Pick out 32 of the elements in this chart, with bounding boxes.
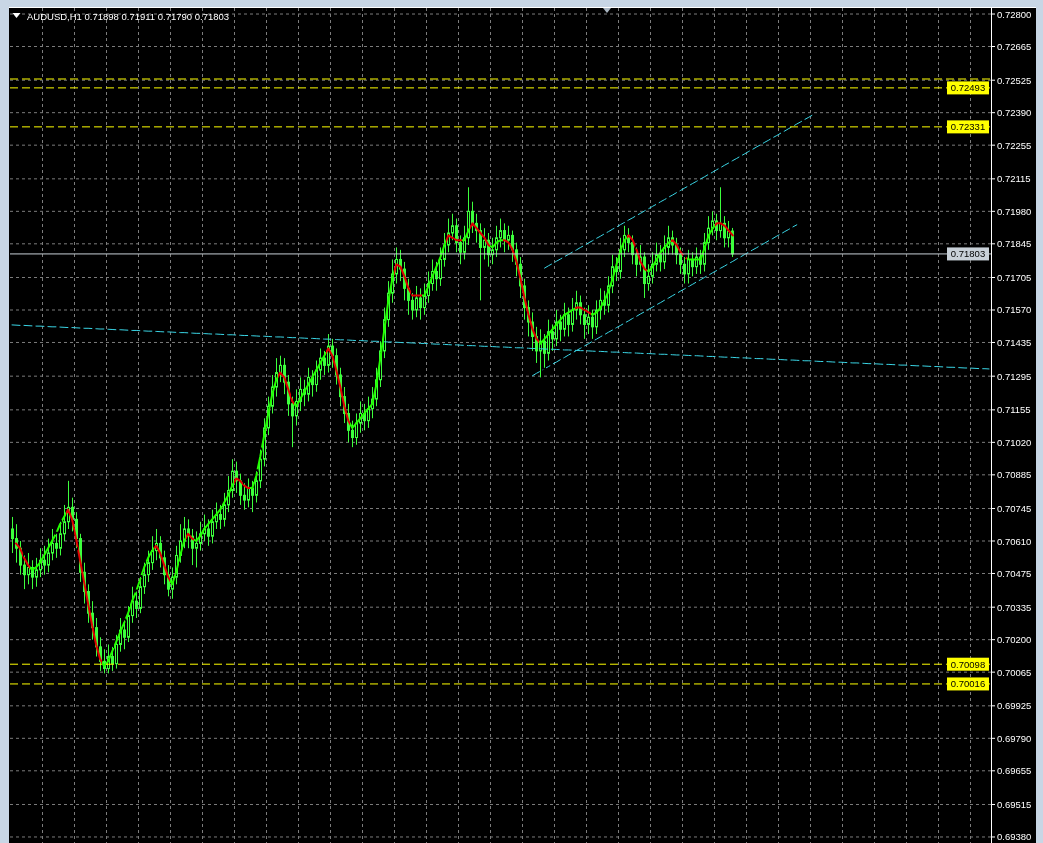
y-tick-label: 0.71570 (997, 304, 1032, 316)
ref-line-label: 0.72331 (950, 121, 986, 133)
y-tick-label: 0.72525 (997, 74, 1032, 86)
ref-line-label: 0.70016 (950, 678, 986, 690)
y-tick-label: 0.70335 (997, 601, 1032, 613)
y-tick-label: 0.70200 (997, 634, 1032, 646)
y-tick-label: 0.71155 (997, 404, 1031, 416)
ref-line-label: 0.72493 (950, 82, 986, 94)
y-tick-label: 0.71705 (997, 272, 1032, 284)
y-tick-label: 0.69515 (997, 799, 1032, 810)
y-tick-label: 0.70065 (997, 666, 1032, 678)
y-tick-label: 0.72665 (997, 41, 1032, 52)
y-tick-label: 0.71020 (997, 436, 1032, 448)
chart-title: AUDUSD,H1 0.71898 0.71911 0.71790 0.71803 (27, 10, 230, 22)
y-tick-label: 0.71980 (997, 205, 1032, 217)
y-tick-label: 0.70885 (997, 469, 1032, 481)
y-tick-label: 0.72800 (997, 8, 1032, 20)
y-tick-label: 0.69925 (997, 700, 1032, 712)
y-tick-label: 0.70475 (997, 567, 1032, 579)
y-tick-label: 0.71435 (997, 336, 1032, 348)
y-tick-label: 0.69790 (997, 732, 1032, 744)
y-tick-label: 0.69380 (997, 831, 1032, 843)
y-tick-label: 0.70610 (997, 535, 1032, 547)
y-tick-label: 0.72115 (997, 173, 1031, 185)
y-tick-label: 0.71845 (997, 238, 1032, 250)
ref-line-label: 0.70098 (950, 658, 986, 670)
ref-line-label: 0.71803 (950, 248, 986, 260)
y-tick-label: 0.71295 (997, 370, 1032, 382)
y-tick-label: 0.69655 (997, 765, 1032, 777)
y-tick-label: 0.72255 (997, 139, 1032, 151)
y-tick-label: 0.70745 (997, 503, 1032, 515)
y-tick-label: 0.72390 (997, 107, 1032, 119)
